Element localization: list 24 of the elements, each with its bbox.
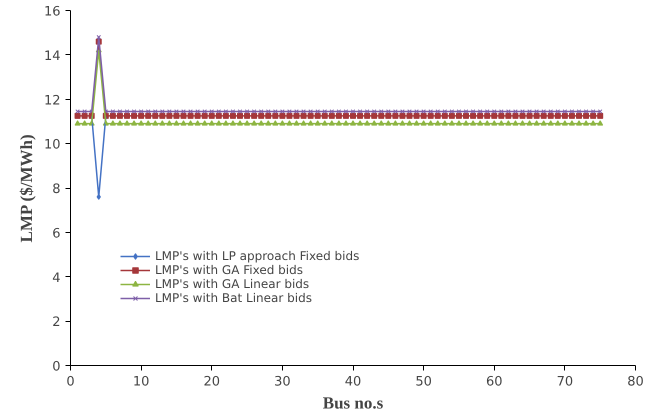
y-tick-label: 0 <box>52 360 61 374</box>
x-axis-title: Bus no.s <box>322 394 384 412</box>
x-tick-label: 10 <box>132 374 150 390</box>
x-tick-label: 0 <box>66 374 75 390</box>
y-tick-label: 10 <box>44 138 61 153</box>
y-tick-label: 2 <box>52 315 61 330</box>
x-tick-label: 80 <box>627 374 644 390</box>
legend-label: LMP's with GA Fixed bids <box>155 263 303 277</box>
y-tick-label: 6 <box>52 226 61 242</box>
legend-label: LMP's with LP approach Fixed bids <box>155 249 360 263</box>
y-tick-label: 12 <box>44 93 61 108</box>
y-axis-title: LMP ($/MWh) <box>16 134 36 243</box>
x-tick-label: 50 <box>415 374 432 390</box>
y-tick-label: 14 <box>44 48 61 64</box>
x-tick-label: 40 <box>344 374 362 390</box>
legend-label: LMP's with GA Linear bids <box>155 277 310 291</box>
x-tick-label: 30 <box>274 374 291 390</box>
x-tick-label: 20 <box>203 374 220 390</box>
x-tick-label: 70 <box>556 374 574 390</box>
x-tick-label: 60 <box>486 374 503 390</box>
legend-label: LMP's with Bat Linear bids <box>155 291 312 305</box>
y-tick-label: 4 <box>52 270 61 286</box>
y-tick-label: 8 <box>52 182 61 197</box>
y-tick-label: 16 <box>44 4 61 20</box>
